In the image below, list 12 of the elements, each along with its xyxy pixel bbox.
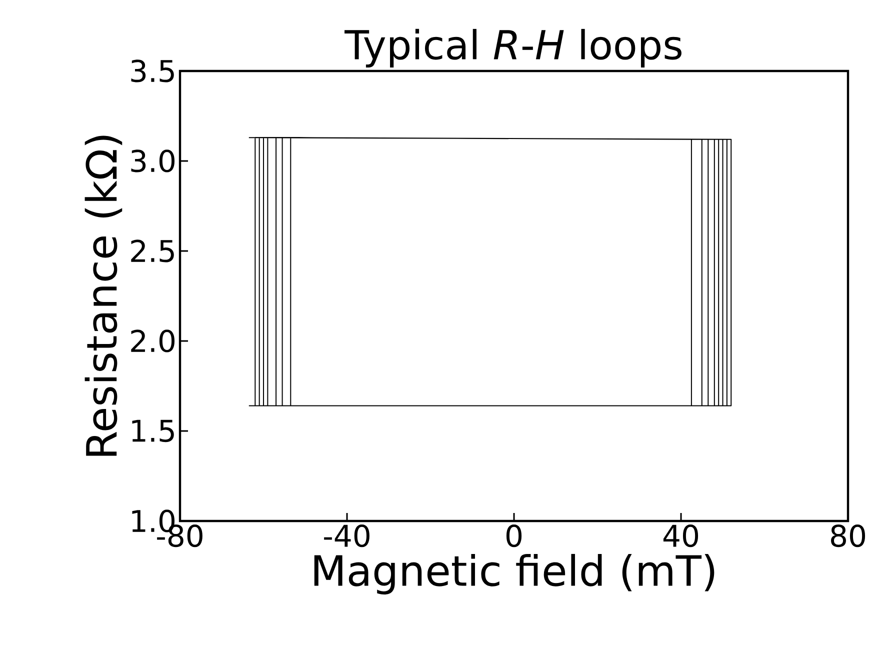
y-tick-label: 2.0 bbox=[131, 330, 174, 352]
y-tick-label: 2.5 bbox=[131, 240, 174, 262]
x-tick-label: 0 bbox=[506, 524, 522, 548]
x-tick-label: 40 bbox=[663, 524, 698, 548]
y-tick-label: 3.5 bbox=[131, 60, 174, 82]
y-tick-label: 3.0 bbox=[131, 150, 174, 172]
x-axis-title: Magnetic field (mT) bbox=[314, 554, 714, 594]
x-tick-label: 80 bbox=[831, 524, 866, 548]
x-tick-label: -40 bbox=[324, 524, 370, 548]
y-tick-label: 1.5 bbox=[132, 420, 174, 442]
y-axis-title: Resistance (kΩ) bbox=[84, 136, 122, 456]
chart-title: Typical R-H loops bbox=[344, 28, 682, 68]
